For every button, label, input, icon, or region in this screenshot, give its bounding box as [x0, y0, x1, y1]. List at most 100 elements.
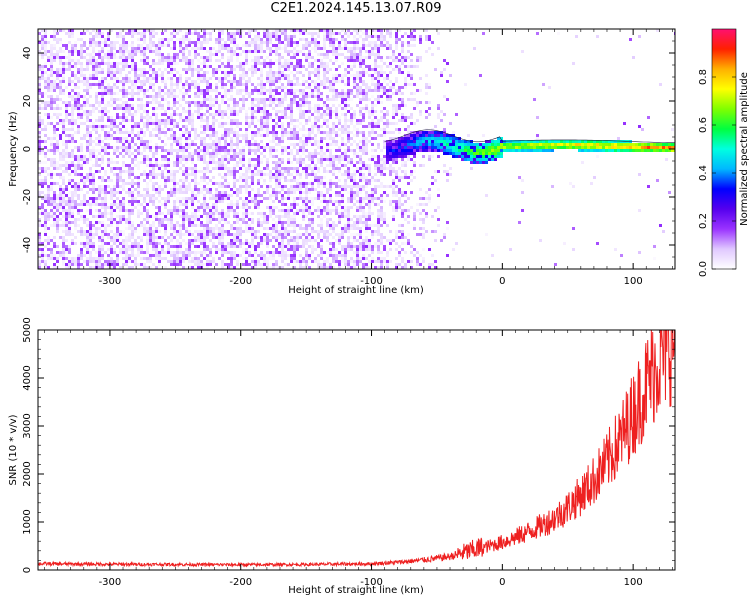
heatmap-cell	[173, 212, 176, 215]
heatmap-cell	[281, 62, 284, 65]
heatmap-cell	[323, 215, 326, 218]
heatmap-cell	[200, 107, 203, 110]
heatmap-cell	[116, 32, 119, 35]
heatmap-cell	[149, 35, 152, 38]
heatmap-cell	[89, 251, 92, 254]
heatmap-cell	[173, 176, 176, 179]
heatmap-cell	[125, 227, 128, 230]
heatmap-cell	[77, 86, 80, 89]
heatmap-cell	[335, 107, 338, 110]
heatmap-cell	[113, 137, 116, 140]
heatmap-cell	[260, 98, 263, 101]
heatmap-cell	[98, 245, 101, 248]
heatmap-cell	[176, 107, 179, 110]
heatmap-cell	[77, 38, 80, 41]
heatmap-cell	[134, 68, 137, 71]
heatmap-cell	[209, 56, 212, 59]
heatmap-cell	[278, 245, 281, 248]
heatmap-cell	[146, 248, 149, 251]
heatmap-cell	[293, 227, 296, 230]
heatmap-cell	[212, 161, 215, 164]
heatmap-cell	[59, 62, 62, 65]
heatmap-cell	[122, 188, 125, 191]
heatmap-cell	[314, 89, 317, 92]
heatmap-cell	[131, 146, 134, 149]
heatmap-cell	[131, 206, 134, 209]
heatmap-cell	[194, 149, 197, 152]
heatmap-cell	[98, 140, 101, 143]
heatmap-cell	[167, 53, 170, 56]
heatmap-cell	[92, 191, 95, 194]
heatmap-cell	[50, 140, 53, 143]
heatmap-cell	[332, 248, 335, 251]
heatmap-cell	[284, 230, 287, 233]
heatmap-cell	[308, 227, 311, 230]
heatmap-cell	[56, 227, 59, 230]
heatmap-cell	[233, 131, 236, 134]
heatmap-cell	[239, 47, 242, 50]
heatmap-cell	[329, 116, 332, 119]
heatmap-cell	[245, 188, 248, 191]
heatmap-cell	[173, 74, 176, 77]
heatmap-cell	[65, 116, 68, 119]
heatmap-cell	[86, 248, 89, 251]
heatmap-cell	[290, 224, 293, 227]
heatmap-cell	[62, 158, 65, 161]
heatmap-cell	[260, 119, 263, 122]
heatmap-cell	[209, 221, 212, 224]
heatmap-cell	[170, 68, 173, 71]
heatmap-cell	[158, 173, 161, 176]
heatmap-cell	[74, 101, 77, 104]
heatmap-cell	[47, 167, 50, 170]
heatmap-cell	[329, 110, 332, 113]
heatmap-cell	[314, 164, 317, 167]
heatmap-cell	[293, 206, 296, 209]
heatmap-cell	[296, 83, 299, 86]
heatmap-cell	[182, 110, 185, 113]
heatmap-cell	[290, 230, 293, 233]
heatmap-cell	[86, 209, 89, 212]
heatmap-cell	[62, 125, 65, 128]
heatmap-cell	[335, 32, 338, 35]
heatmap-cell	[98, 56, 101, 59]
heatmap-cell	[71, 161, 74, 164]
heatmap-cell	[308, 167, 311, 170]
heatmap-cell	[137, 149, 140, 152]
heatmap-cell	[221, 53, 224, 56]
heatmap-cell	[248, 77, 251, 80]
heatmap-cell	[53, 47, 56, 50]
heatmap-cell	[194, 92, 197, 95]
heatmap-cell	[44, 200, 47, 203]
heatmap-cell	[233, 110, 236, 113]
heatmap-cell	[104, 200, 107, 203]
heatmap-cell	[134, 176, 137, 179]
heatmap-cell	[143, 233, 146, 236]
heatmap-cell	[98, 41, 101, 44]
heatmap-cell	[311, 65, 314, 68]
heatmap-cell	[152, 230, 155, 233]
heatmap-cell	[119, 179, 122, 182]
heatmap-cell	[248, 185, 251, 188]
heatmap-cell	[161, 170, 164, 173]
heatmap-cell	[317, 53, 320, 56]
heatmap-cell	[167, 71, 170, 74]
heatmap-cell	[329, 179, 332, 182]
heatmap-cell	[338, 236, 341, 239]
heatmap-cell	[113, 146, 116, 149]
heatmap-cell	[170, 221, 173, 224]
heatmap-cell	[278, 125, 281, 128]
heatmap-cell	[98, 119, 101, 122]
heatmap-cell	[155, 44, 158, 47]
heatmap-cell	[128, 188, 131, 191]
heatmap-cell	[308, 92, 311, 95]
heatmap-cell	[47, 68, 50, 71]
heatmap-cell	[44, 230, 47, 233]
heatmap-cell	[191, 101, 194, 104]
heatmap-cell	[149, 215, 152, 218]
heatmap-cell	[326, 188, 329, 191]
heatmap-cell	[107, 50, 110, 53]
heatmap-cell	[314, 143, 317, 146]
heatmap-cell	[206, 236, 209, 239]
heatmap-cell	[200, 140, 203, 143]
heatmap-cell	[275, 149, 278, 152]
